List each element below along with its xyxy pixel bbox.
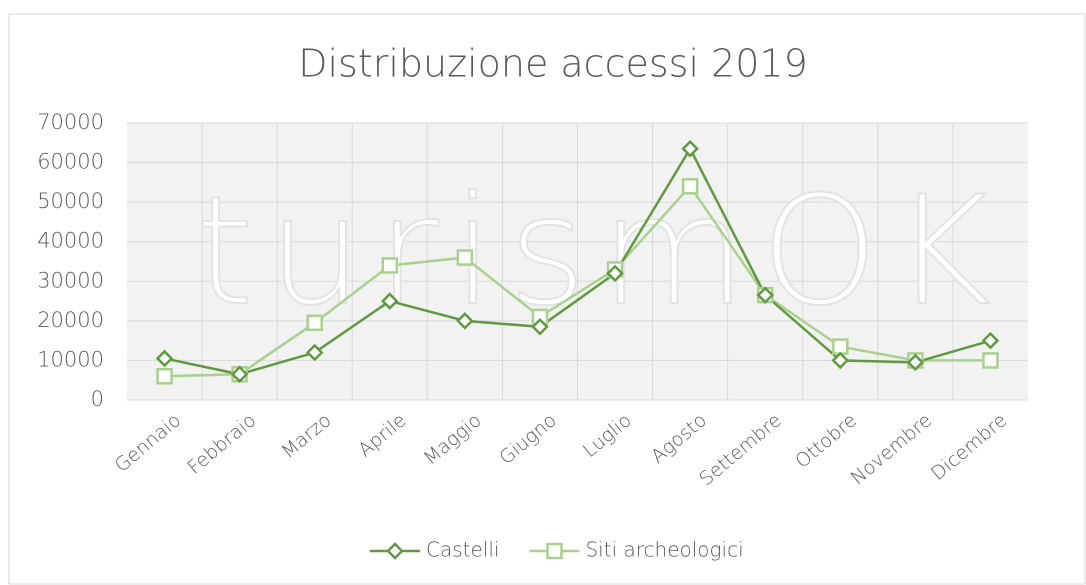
series-line: [164, 184, 991, 378]
data-point: [831, 351, 850, 370]
y-tick-label: 50000: [37, 189, 104, 213]
y-tick-label: 20000: [37, 308, 104, 332]
y-tick-label: 60000: [37, 150, 104, 174]
series-line: [164, 146, 991, 376]
data-point: [456, 249, 474, 266]
y-tick-label: 10000: [37, 347, 104, 371]
data-point: [531, 318, 549, 336]
data-point: [230, 365, 249, 384]
data-point: [156, 368, 173, 385]
data-point: [982, 352, 999, 369]
y-tick-label: 30000: [37, 268, 104, 292]
y-tick-label: 0: [91, 387, 104, 411]
data-point: [981, 331, 1000, 350]
data-point: [906, 353, 925, 372]
data-point: [306, 314, 323, 332]
data-point: [381, 292, 399, 310]
data-point: [832, 338, 849, 355]
data-point: [681, 139, 699, 158]
data-point: [681, 178, 699, 195]
legend-label: Siti archeologici: [585, 538, 743, 562]
chart-title: Distribuzione accessi 2019: [298, 42, 808, 86]
data-point: [456, 312, 474, 330]
data-point: [155, 349, 174, 368]
y-tick-label: 40000: [37, 229, 104, 253]
watermark: turismOK: [195, 165, 1005, 339]
legend-marker: [546, 542, 563, 560]
data-point: [606, 264, 624, 283]
legend-label: Castelli: [426, 538, 499, 562]
y-tick-label: 70000: [37, 110, 104, 134]
data-point: [381, 257, 399, 274]
legend-marker: [386, 542, 404, 560]
data-point: [305, 343, 324, 362]
data-point: [756, 286, 774, 304]
